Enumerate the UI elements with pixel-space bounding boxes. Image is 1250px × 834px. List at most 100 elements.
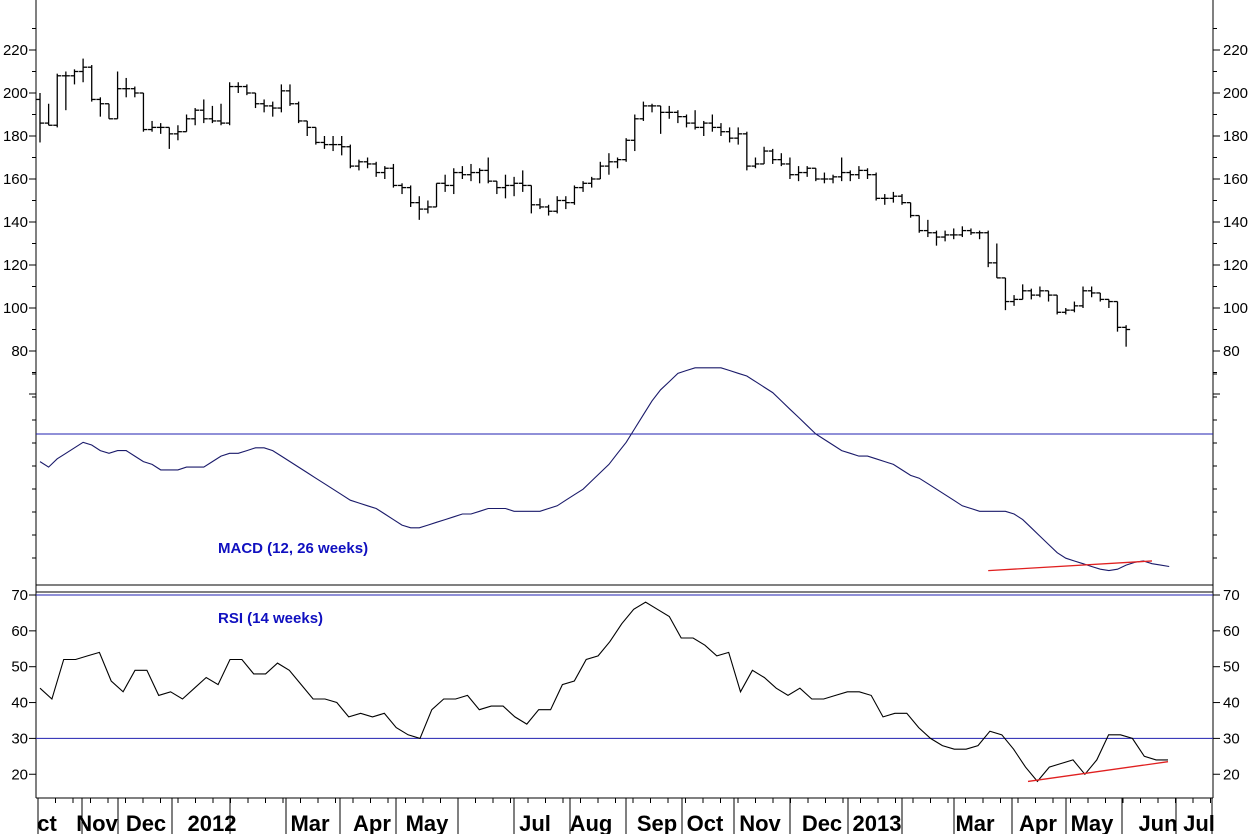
ohlc-bar	[760, 146, 769, 165]
price-tick-label-right: 100	[1223, 300, 1248, 317]
month-label: Apr	[1019, 811, 1057, 834]
ohlc-bar	[363, 157, 372, 169]
ohlc-bar	[604, 153, 613, 175]
ohlc-bar	[406, 185, 415, 207]
ohlc-bar	[665, 105, 674, 119]
price-tick-label-left: 180	[3, 128, 28, 145]
ohlc-bar	[725, 127, 734, 143]
month-label: May	[406, 811, 450, 834]
ohlc-bar	[1027, 288, 1036, 300]
macd-panel: MACD (12, 26 weeks)	[36, 367, 1213, 572]
rsi-tick-label-left: 60	[11, 623, 28, 640]
price-tick-label-left: 140	[3, 214, 28, 231]
rsi-title: RSI (14 weeks)	[218, 610, 323, 627]
ohlc-bar	[1061, 308, 1070, 315]
rsi-tick-label-right: 60	[1223, 623, 1240, 640]
price-tick-label-right: 220	[1223, 42, 1248, 59]
ohlc-bar	[1087, 286, 1096, 298]
month-label: Mar	[290, 811, 330, 834]
ohlc-bar	[96, 97, 105, 117]
ohlc-bar	[708, 114, 717, 132]
price-tick-label-left: 160	[3, 171, 28, 188]
rsi-tick-label-right: 20	[1223, 766, 1240, 783]
ohlc-bar	[148, 120, 157, 132]
ohlc-bar	[656, 105, 665, 134]
ohlc-bar	[579, 181, 588, 192]
ohlc-bar	[648, 103, 657, 113]
ohlc-bar	[1113, 300, 1122, 332]
month-label: Apr	[353, 811, 391, 834]
ohlc-bar	[122, 77, 131, 98]
ohlc-bar	[1079, 286, 1088, 308]
ohlc-bar	[941, 230, 950, 242]
ohlc-bar	[966, 228, 975, 235]
ohlc-bar	[898, 194, 906, 205]
ohlc-bar	[889, 191, 898, 203]
month-label: May	[1071, 811, 1115, 834]
ohlc-bar	[225, 82, 234, 126]
month-label: 2013	[853, 811, 902, 834]
macd-title: MACD (12, 26 weeks)	[218, 540, 368, 557]
ohlc-bar	[53, 73, 62, 128]
price-tick-label-left: 120	[3, 257, 28, 274]
ohlc-bar	[389, 163, 398, 188]
ohlc-bar	[61, 71, 70, 111]
ohlc-bar	[285, 84, 294, 106]
ohlc-bar	[113, 71, 122, 120]
ohlc-bar	[449, 168, 458, 195]
ohlc-bar	[1104, 298, 1113, 308]
ohlc-bar	[1018, 284, 1027, 301]
month-label: Jul	[1183, 811, 1215, 834]
ohlc-bar	[785, 157, 794, 179]
rsi-tick-label-left: 30	[11, 730, 28, 747]
ohlc-bar	[975, 230, 984, 240]
ohlc-bar	[79, 58, 88, 83]
ohlc-bar	[441, 174, 450, 192]
ohlc-bar	[87, 65, 96, 102]
ohlc-bar	[156, 123, 165, 134]
ohlc-bar	[820, 172, 829, 184]
ohlc-bar	[639, 101, 648, 121]
ohlc-bar	[596, 161, 605, 180]
ohlc-bar	[398, 183, 407, 195]
ohlc-bar	[337, 136, 346, 156]
price-tick-label-right: 140	[1223, 214, 1248, 231]
ohlc-bar	[501, 174, 510, 199]
rsi-tick-label-right: 50	[1223, 659, 1240, 676]
ohlc-bar	[949, 228, 958, 240]
ohlc-bar	[36, 93, 44, 143]
ohlc-bar	[1001, 277, 1010, 311]
ohlc-bar	[208, 105, 217, 124]
ohlc-bar	[199, 99, 208, 124]
ohlc-bar	[354, 159, 363, 171]
rsi-tick-label-right: 70	[1223, 587, 1240, 604]
ohlc-bar	[673, 110, 682, 124]
ohlc-bar	[984, 230, 993, 268]
ohlc-bar	[1053, 294, 1062, 315]
ohlc-bar	[423, 200, 432, 214]
price-tick-label-right: 200	[1223, 85, 1248, 102]
price-tick-label-left: 200	[3, 85, 28, 102]
ohlc-bar	[699, 120, 708, 136]
rsi-line	[39, 601, 1168, 783]
rsi-panel: 20 20 30 30 40 40 50 50 60 60 70 70 RSI (14 weeks)	[11, 587, 1239, 783]
ohlc-bar	[613, 157, 622, 169]
ohlc-bar	[863, 168, 872, 179]
ohlc-bar	[958, 226, 967, 238]
month-label: Nov	[739, 811, 781, 834]
ohlc-bar	[173, 125, 182, 141]
month-label: Jul	[519, 811, 551, 834]
rsi-tick-label-right: 40	[1223, 695, 1240, 712]
month-label: Jun	[1138, 811, 1177, 834]
ohlc-bar	[294, 101, 303, 124]
ohlc-bar	[104, 103, 113, 120]
ohlc-bar	[139, 92, 148, 132]
price-tick-label-left: 220	[3, 42, 28, 59]
macd-line	[39, 367, 1170, 572]
ohlc-bar	[622, 138, 631, 162]
ohlc-bar	[415, 196, 424, 220]
ohlc-bar	[837, 157, 846, 182]
price-tick-label-left: 80	[11, 343, 28, 360]
rsi-tick-label-left: 70	[11, 587, 28, 604]
